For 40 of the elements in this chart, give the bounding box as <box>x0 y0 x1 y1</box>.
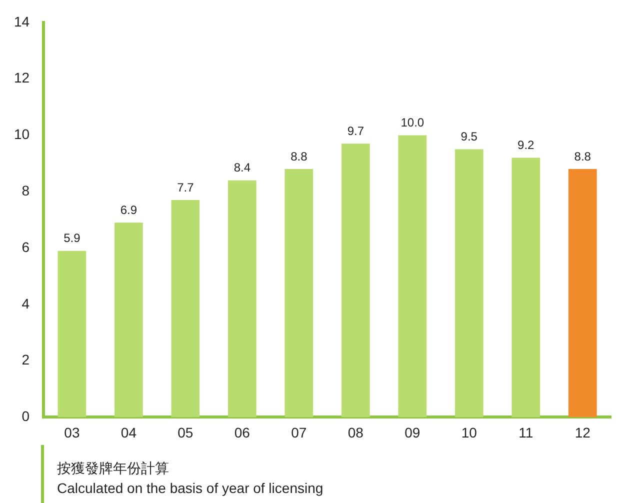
y-tick-label: 10 <box>14 126 30 142</box>
y-tick-label: 2 <box>22 352 30 368</box>
text: Calculated on the basis of year of licensing <box>57 479 324 498</box>
bar <box>341 144 370 418</box>
x-tick-label: 06 <box>234 424 250 440</box>
data-label: 10.0 <box>400 116 424 130</box>
y-tick-label: 8 <box>22 182 30 198</box>
y-tick-label: 14 <box>14 13 30 30</box>
data-label: 7.7 <box>177 180 194 194</box>
data-label: 6.9 <box>120 202 138 217</box>
data-label: 8.4 <box>234 160 251 175</box>
data-label: 8.8 <box>290 149 308 164</box>
bar <box>171 200 200 418</box>
x-tick-label: 12 <box>574 424 591 440</box>
data-label: 5.9 <box>64 231 81 246</box>
bar <box>228 180 256 418</box>
data-label: 9.2 <box>518 138 535 152</box>
bar <box>568 169 597 418</box>
bar <box>58 250 86 418</box>
bar <box>284 169 314 418</box>
x-tick-label: 07 <box>291 424 307 440</box>
x-tick-label: 09 <box>404 424 420 440</box>
x-tick-label: 10 <box>461 424 478 440</box>
x-tick-label: 11 <box>518 424 534 440</box>
bar <box>512 158 540 418</box>
text: 按獲發牌年份計算 <box>57 459 170 478</box>
bar <box>398 135 427 418</box>
x-tick-label: 04 <box>120 424 137 440</box>
bar <box>114 222 143 418</box>
y-tick-label: 0 <box>22 408 30 424</box>
data-label: 9.5 <box>460 130 478 144</box>
bar <box>454 149 484 418</box>
data-label: 8.8 <box>574 149 592 164</box>
x-tick-label: 03 <box>64 424 80 440</box>
x-tick-label: 08 <box>348 424 364 440</box>
x-tick-label: 05 <box>178 424 194 440</box>
y-tick-label: 6 <box>22 238 30 255</box>
data-label: 9.7 <box>347 124 364 138</box>
y-tick-label: 12 <box>14 70 30 86</box>
y-tick-label: 4 <box>22 295 30 312</box>
